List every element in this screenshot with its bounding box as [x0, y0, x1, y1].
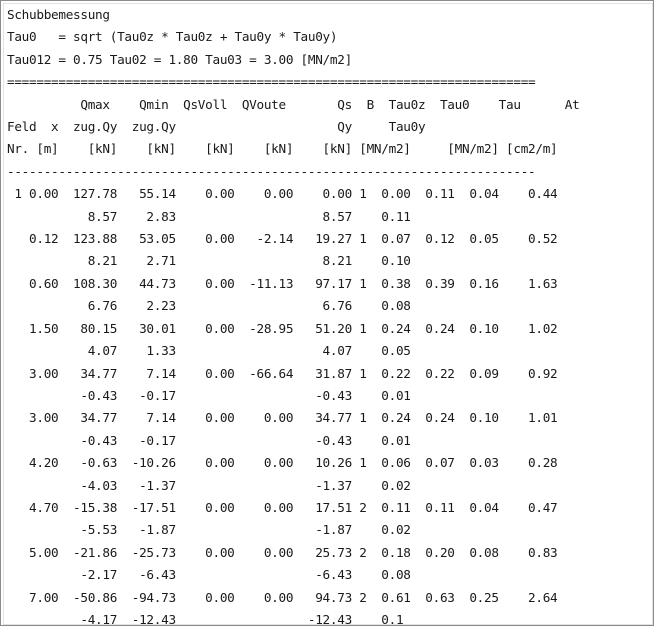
table-header-row-1: Qmax Qmin QsVoll QVoute Qs B Tau0z Tau0 … [7, 96, 580, 112]
table-header-row-2: Feld x zug.Qy zug.Qy Qy Tau0y [7, 119, 426, 135]
table-row: 0.12 123.88 53.05 0.00 -2.14 19.27 1 0.0… [7, 231, 558, 247]
table-row: 3.00 34.77 7.14 0.00 -66.64 31.87 1 0.22… [7, 365, 558, 381]
single-separator: ----------------------------------------… [7, 163, 536, 179]
double-separator: ========================================… [7, 74, 536, 90]
report-text: Schubbemessung Tau0 = sqrt (Tau0z * Tau0… [7, 4, 580, 625]
table-row-sub: 4.07 1.33 4.07 0.05 [7, 343, 411, 359]
table-row: 3.00 34.77 7.14 0.00 0.00 34.77 1 0.24 0… [7, 410, 558, 426]
table-row-sub: -0.43 -0.17 -0.43 0.01 [7, 432, 411, 448]
table-row: 7.00 -50.86 -94.73 0.00 0.00 94.73 2 0.6… [7, 589, 558, 605]
formula-line: Tau0 = sqrt (Tau0z * Tau0z + Tau0y * Tau… [7, 29, 338, 45]
table-row: 0.60 108.30 44.73 0.00 -11.13 97.17 1 0.… [7, 275, 558, 291]
table-row: 5.00 -21.86 -25.73 0.00 0.00 25.73 2 0.1… [7, 544, 558, 560]
table-row-sub: -0.43 -0.17 -0.43 0.01 [7, 387, 411, 403]
table-row: 4.20 -0.63 -10.26 0.00 0.00 10.26 1 0.06… [7, 455, 558, 471]
limits-line: Tau012 = 0.75 Tau02 = 1.80 Tau03 = 3.00 … [7, 51, 352, 67]
report-panel: Schubbemessung Tau0 = sqrt (Tau0z * Tau0… [3, 3, 653, 625]
table-header-units-row: Nr. [m] [kN] [kN] [kN] [kN] [kN] [MN/m2]… [7, 141, 558, 157]
table-row: 1 0.00 127.78 55.14 0.00 0.00 0.00 1 0.0… [7, 186, 558, 202]
table-row-sub: -4.03 -1.37 -1.37 0.02 [7, 477, 411, 493]
table-row-sub: -5.53 -1.87 -1.87 0.02 [7, 522, 411, 538]
table-row-sub: 8.57 2.83 8.57 0.11 [7, 208, 411, 224]
table-row-sub: 6.76 2.23 6.76 0.08 [7, 298, 411, 314]
table-row: 1.50 80.15 30.01 0.00 -28.95 51.20 1 0.2… [7, 320, 558, 336]
table-row-sub: -2.17 -6.43 -6.43 0.08 [7, 567, 411, 583]
table-row-sub: -4.17 -12.43 -12.43 0.1 [7, 611, 404, 625]
table-row-sub: 8.21 2.71 8.21 0.10 [7, 253, 411, 269]
report-title: Schubbemessung [7, 7, 110, 22]
table-row: 4.70 -15.38 -17.51 0.00 0.00 17.51 2 0.1… [7, 499, 558, 515]
